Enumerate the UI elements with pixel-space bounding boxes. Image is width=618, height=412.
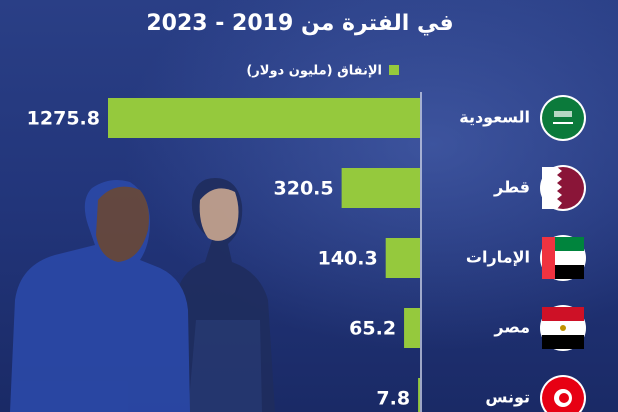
value-label: 7.8 <box>376 388 410 410</box>
flag-icon <box>540 375 586 412</box>
flag-icon <box>540 235 586 281</box>
bar <box>404 308 420 348</box>
bar <box>108 98 420 138</box>
category-label: مصر <box>493 318 530 337</box>
category-label: الإمارات <box>466 248 530 267</box>
flag-detail <box>542 307 584 321</box>
value-label: 320.5 <box>274 178 334 200</box>
category-label: السعودية <box>459 108 530 127</box>
flag-icon <box>540 305 586 351</box>
value-label: 140.3 <box>318 248 378 270</box>
flag-detail <box>554 111 572 117</box>
bar <box>341 168 420 208</box>
value-label: 1275.8 <box>27 108 100 130</box>
flag-icon <box>540 165 586 211</box>
bar <box>418 378 420 412</box>
flag-detail <box>553 122 573 124</box>
flag-detail <box>542 237 555 279</box>
flag-detail <box>560 325 566 331</box>
flag-detail <box>559 393 569 403</box>
value-label: 65.2 <box>349 318 396 340</box>
category-label: تونس <box>485 388 530 407</box>
category-label: قطر <box>493 178 530 197</box>
flag-detail <box>542 167 562 209</box>
legend-label: الإنفاق (مليون دولار) <box>246 64 382 79</box>
flag-icon <box>540 95 586 141</box>
bar <box>385 238 420 278</box>
players-illustration <box>10 178 275 412</box>
flag <box>542 97 584 139</box>
flag-detail <box>542 335 584 349</box>
chart-title: في الفترة من 2019 - 2023 <box>146 11 453 36</box>
legend-swatch <box>389 65 399 75</box>
